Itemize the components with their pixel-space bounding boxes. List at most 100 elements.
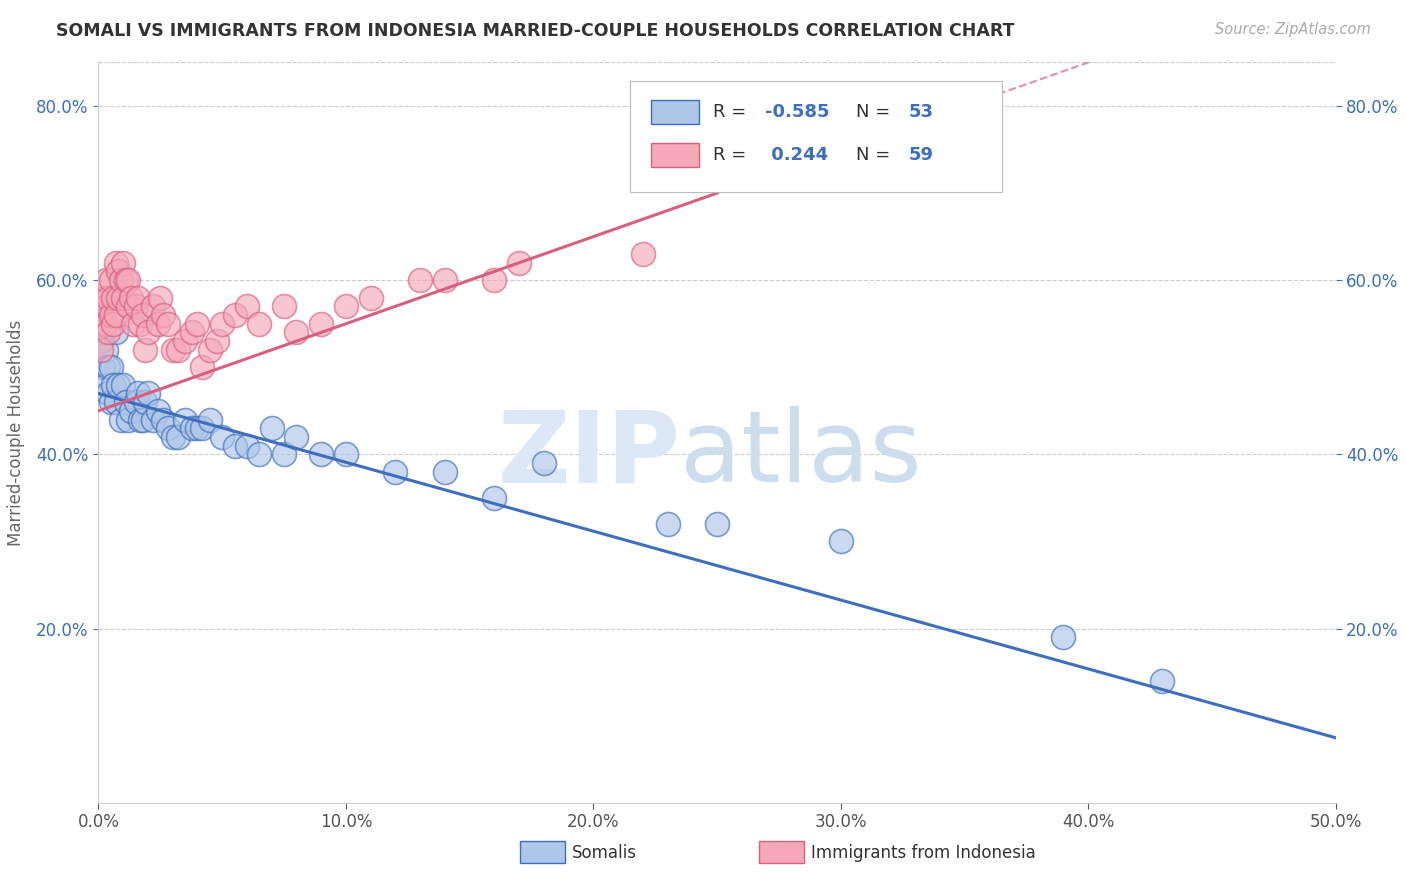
- Point: [191, 421, 214, 435]
- Point: [285, 430, 308, 444]
- Point: [409, 273, 432, 287]
- Point: [94, 273, 117, 287]
- Point: [100, 395, 122, 409]
- Point: [1152, 673, 1174, 688]
- Text: 53: 53: [908, 103, 934, 121]
- Text: 59: 59: [908, 146, 934, 164]
- Point: [127, 291, 149, 305]
- Point: [127, 386, 149, 401]
- Point: [97, 326, 120, 340]
- Text: ZIP: ZIP: [498, 407, 681, 503]
- Point: [198, 343, 221, 357]
- Y-axis label: Married-couple Households: Married-couple Households: [7, 319, 25, 546]
- Point: [90, 343, 112, 357]
- Point: [94, 317, 117, 331]
- Point: [533, 456, 555, 470]
- Point: [205, 334, 228, 348]
- Text: Somalis: Somalis: [572, 844, 637, 862]
- Text: R =: R =: [713, 103, 752, 121]
- Point: [273, 299, 295, 313]
- Point: [149, 291, 172, 305]
- Point: [134, 395, 156, 409]
- Point: [107, 264, 129, 278]
- Point: [97, 360, 120, 375]
- Point: [174, 334, 197, 348]
- Text: -0.585: -0.585: [765, 103, 830, 121]
- Point: [211, 430, 233, 444]
- Point: [103, 317, 125, 331]
- Point: [124, 395, 146, 409]
- Text: Immigrants from Indonesia: Immigrants from Indonesia: [811, 844, 1036, 862]
- FancyBboxPatch shape: [651, 143, 699, 167]
- Text: 0.244: 0.244: [765, 146, 828, 164]
- Point: [136, 386, 159, 401]
- Point: [117, 299, 139, 313]
- Point: [186, 421, 208, 435]
- Point: [112, 291, 135, 305]
- Point: [335, 447, 357, 461]
- Point: [134, 343, 156, 357]
- Point: [94, 343, 117, 357]
- Point: [146, 317, 169, 331]
- Point: [236, 299, 259, 313]
- Point: [129, 317, 152, 331]
- Point: [247, 317, 270, 331]
- Point: [104, 395, 127, 409]
- Point: [103, 377, 125, 392]
- Text: atlas: atlas: [681, 407, 921, 503]
- Point: [152, 412, 174, 426]
- Point: [186, 317, 208, 331]
- Point: [162, 430, 184, 444]
- Point: [93, 360, 115, 375]
- Point: [100, 360, 122, 375]
- Text: N =: N =: [856, 103, 896, 121]
- FancyBboxPatch shape: [630, 81, 1001, 192]
- Point: [97, 386, 120, 401]
- Point: [90, 334, 112, 348]
- FancyBboxPatch shape: [651, 100, 699, 124]
- Point: [273, 447, 295, 461]
- Point: [830, 534, 852, 549]
- Point: [146, 404, 169, 418]
- Point: [100, 273, 122, 287]
- Text: N =: N =: [856, 146, 896, 164]
- Point: [104, 256, 127, 270]
- Point: [224, 308, 246, 322]
- Point: [122, 317, 145, 331]
- Point: [124, 299, 146, 313]
- Point: [107, 291, 129, 305]
- Point: [166, 343, 188, 357]
- Point: [136, 326, 159, 340]
- Point: [198, 412, 221, 426]
- Point: [152, 308, 174, 322]
- Point: [260, 421, 283, 435]
- Point: [90, 308, 112, 322]
- Point: [191, 360, 214, 375]
- Point: [112, 377, 135, 392]
- Point: [93, 291, 115, 305]
- Point: [132, 308, 155, 322]
- Point: [631, 247, 654, 261]
- Point: [107, 377, 129, 392]
- Point: [142, 299, 165, 313]
- Point: [181, 421, 204, 435]
- Point: [117, 412, 139, 426]
- Text: SOMALI VS IMMIGRANTS FROM INDONESIA MARRIED-COUPLE HOUSEHOLDS CORRELATION CHART: SOMALI VS IMMIGRANTS FROM INDONESIA MARR…: [56, 22, 1015, 40]
- Point: [94, 377, 117, 392]
- Point: [247, 447, 270, 461]
- Point: [236, 439, 259, 453]
- Point: [114, 395, 136, 409]
- Text: R =: R =: [713, 146, 752, 164]
- Point: [1052, 630, 1074, 644]
- Point: [484, 273, 506, 287]
- Point: [112, 256, 135, 270]
- Point: [384, 465, 406, 479]
- Point: [142, 412, 165, 426]
- Point: [706, 108, 728, 122]
- Point: [335, 299, 357, 313]
- Point: [117, 273, 139, 287]
- Point: [484, 491, 506, 505]
- Point: [309, 447, 332, 461]
- Point: [360, 291, 382, 305]
- Point: [132, 412, 155, 426]
